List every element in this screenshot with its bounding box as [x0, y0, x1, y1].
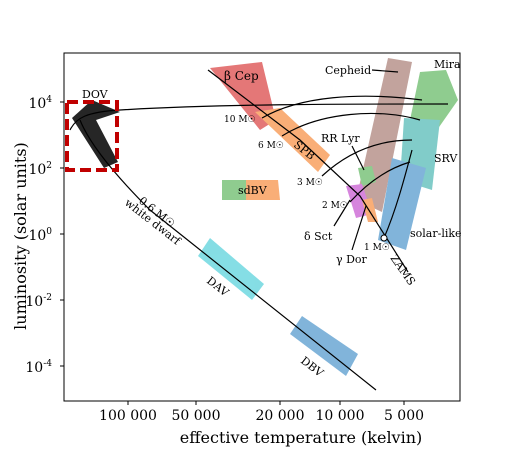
y-tick-base: 10: [28, 228, 46, 244]
label-cepheid: Cepheid: [325, 64, 371, 77]
region-dbv: [290, 316, 358, 376]
y-tick: 104: [28, 95, 64, 112]
y-tick-exp: 2: [46, 161, 52, 171]
label-solar-like: solar-like: [410, 227, 462, 240]
x-tick-label: 50 000: [172, 408, 221, 424]
gamma-dor-pointer: [351, 205, 367, 251]
mass-label-3: 3 M☉: [297, 178, 323, 188]
post-agb-track: [69, 103, 449, 131]
svg-text:10-2: 10-2: [25, 293, 52, 310]
y-tick: 10-2: [25, 293, 64, 310]
region-gamma-dor: [362, 198, 378, 222]
rr-lyr-pointer: [351, 145, 365, 171]
label-srv: SRV: [434, 152, 458, 165]
x-tick-label: 10 000: [316, 408, 365, 424]
main-sequence-line: [207, 69, 409, 273]
plot-frame: [63, 52, 461, 402]
y-tick-exp: 4: [46, 95, 52, 105]
x-axis: 100 000 50 000 20 000 10 000 5 000: [99, 401, 424, 424]
label-gamma-dor: γ Dor: [336, 253, 368, 266]
instability-regions: [72, 58, 458, 376]
y-tick-exp: -2: [43, 293, 52, 303]
y-tick-base: 10: [25, 294, 43, 310]
y-tick-base: 10: [28, 96, 46, 112]
mass-label-10: 10 M☉: [224, 115, 256, 125]
y-tick-exp: -4: [43, 359, 52, 369]
mass-label-2: 2 M☉: [322, 201, 348, 211]
sun-marker: [380, 234, 388, 242]
x-tick-label: 100 000: [99, 408, 157, 424]
label-dov: DOV: [82, 88, 109, 101]
y-axis-label: luminosity (solar units): [11, 142, 30, 330]
y-tick-exp: 0: [46, 227, 52, 237]
label-beta-cep: β Cep: [224, 69, 259, 83]
mass-label-6: 6 M☉: [258, 141, 284, 151]
svg-text:10-4: 10-4: [25, 359, 52, 376]
white-dwarf-cooling-line: [79, 119, 377, 391]
track-3msun: [321, 139, 413, 177]
region-rr-lyr: [358, 166, 376, 186]
region-spb: [255, 108, 330, 172]
mass-label-1: 1 M☉: [364, 243, 390, 253]
dov-highlight-box: [65, 100, 119, 172]
x-tick-label: 20 000: [256, 408, 305, 424]
track-1msun: [383, 149, 413, 239]
region-sdbv: [244, 180, 280, 200]
region-dav: [198, 238, 264, 300]
label-rr-lyr: RR Lyr: [321, 132, 360, 145]
svg-text:102: 102: [28, 161, 52, 178]
y-tick: 102: [28, 161, 64, 178]
region-solar-like: [378, 158, 426, 250]
svg-text:100: 100: [28, 227, 52, 244]
y-tick: 10-4: [25, 359, 64, 376]
y-axis: 104 102 100 10-2 10-4: [25, 95, 64, 376]
y-tick: 100: [28, 227, 64, 244]
delta-sct-pointer: [333, 199, 351, 227]
label-delta-sct: δ Sct: [304, 230, 333, 243]
y-tick-base: 10: [25, 360, 43, 376]
label-sdbv: sdBV: [238, 184, 268, 197]
track-10msun: [261, 95, 423, 119]
x-tick-label: 5 000: [384, 408, 424, 424]
track-2msun: [349, 161, 411, 203]
y-tick-base: 10: [28, 162, 46, 178]
track-6msun: [281, 112, 421, 137]
label-mira: Mira: [434, 58, 461, 71]
svg-text:104: 104: [28, 95, 52, 112]
tracks: [69, 69, 449, 391]
label-zams: ZAMS: [388, 252, 418, 288]
x-axis-label: effective temperature (kelvin): [180, 428, 423, 447]
cepheid-pointer: [371, 69, 399, 73]
region-sdbv-g: [222, 180, 246, 200]
